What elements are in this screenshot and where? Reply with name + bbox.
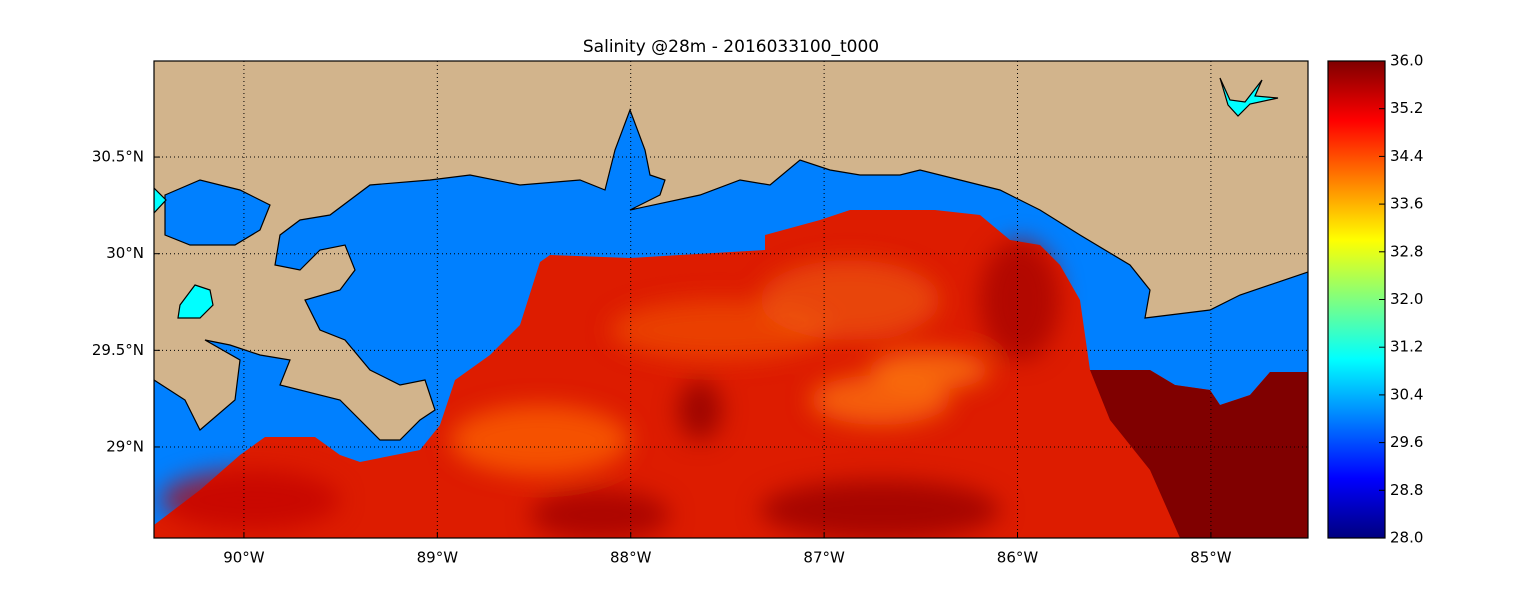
map-title: Salinity @28m - 2016033100_t000: [583, 37, 879, 57]
map-frame: [153, 60, 1309, 539]
y-tick-label: 30.5°N: [92, 148, 144, 166]
colorbar-tick-label: 29.6: [1390, 433, 1423, 451]
colorbar: [1327, 60, 1386, 539]
lake: [1219, 77, 1279, 117]
lake: [164, 179, 271, 246]
x-tick-label: 90°W: [223, 549, 265, 567]
x-tick-label: 88°W: [610, 549, 652, 567]
grid: [154, 61, 1308, 538]
lake: [154, 187, 167, 214]
y-tick-label: 29°N: [106, 437, 144, 455]
colorbar-tick-label: 35.2: [1390, 99, 1423, 117]
colorbar-tick-label: 36.0: [1390, 52, 1423, 70]
salinity-texture: [160, 240, 1060, 538]
salinity-field-east: [1090, 370, 1308, 538]
y-tick-label: 29.5°N: [92, 341, 144, 359]
colorbar-tick-label: 28.8: [1390, 481, 1423, 499]
colorbar-tick-label: 34.4: [1390, 147, 1423, 165]
colorbar-tick-label: 31.2: [1390, 338, 1423, 356]
colorbar-tick-label: 30.4: [1390, 385, 1423, 403]
colorbar-tick-label: 32.0: [1390, 290, 1423, 308]
y-tick-label: 30°N: [106, 244, 144, 262]
map-area: [154, 61, 1308, 538]
x-tick-label: 89°W: [417, 549, 459, 567]
x-tick-label: 86°W: [997, 549, 1039, 567]
colorbar-tick-label: 28.0: [1390, 529, 1423, 547]
lake: [177, 284, 214, 319]
colorbar-tick-label: 32.8: [1390, 242, 1423, 260]
x-tick-label: 85°W: [1190, 549, 1232, 567]
colorbar-tick-label: 33.6: [1390, 195, 1423, 213]
x-tick-label: 87°W: [803, 549, 845, 567]
